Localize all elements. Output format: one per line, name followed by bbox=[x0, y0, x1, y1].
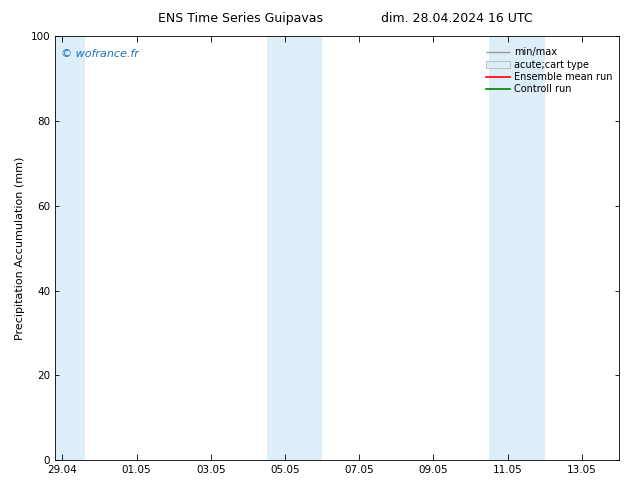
Text: dim. 28.04.2024 16 UTC: dim. 28.04.2024 16 UTC bbox=[380, 12, 533, 25]
Bar bbox=[266, 36, 322, 460]
Text: ENS Time Series Guipavas: ENS Time Series Guipavas bbox=[158, 12, 323, 25]
Y-axis label: Precipitation Accumulation (mm): Precipitation Accumulation (mm) bbox=[15, 156, 25, 340]
Bar bbox=[55, 36, 85, 460]
Bar bbox=[489, 36, 545, 460]
Text: © wofrance.fr: © wofrance.fr bbox=[61, 49, 139, 59]
Legend: min/max, acute;cart type, Ensemble mean run, Controll run: min/max, acute;cart type, Ensemble mean … bbox=[484, 45, 614, 97]
